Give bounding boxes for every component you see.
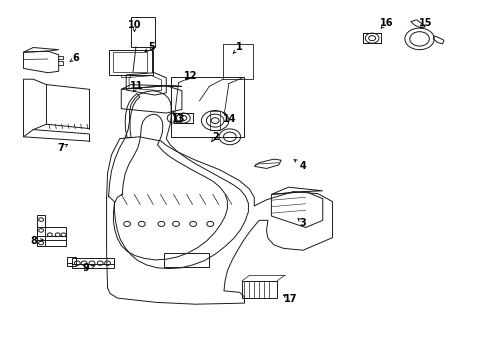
Text: 4: 4 — [299, 161, 306, 171]
Text: 8: 8 — [31, 236, 38, 246]
Text: 10: 10 — [127, 20, 141, 30]
Bar — [174, 113, 192, 123]
Bar — [131, 17, 154, 47]
Bar — [113, 52, 146, 72]
Text: 12: 12 — [183, 71, 197, 81]
Bar — [67, 257, 76, 266]
Text: 9: 9 — [82, 263, 89, 273]
Text: 5: 5 — [148, 42, 155, 52]
Text: 6: 6 — [72, 53, 79, 63]
Bar — [108, 50, 152, 75]
Bar — [210, 111, 220, 130]
Bar — [72, 258, 114, 268]
Text: 3: 3 — [299, 218, 306, 228]
Text: 15: 15 — [418, 18, 431, 28]
Bar — [37, 227, 66, 246]
Text: 1: 1 — [236, 42, 243, 52]
Text: 16: 16 — [379, 18, 392, 28]
Bar — [242, 281, 277, 298]
Bar — [223, 44, 253, 79]
Bar — [171, 77, 243, 137]
Bar — [362, 33, 381, 43]
Bar — [37, 215, 45, 246]
Text: 2: 2 — [211, 132, 218, 142]
Text: 14: 14 — [223, 114, 236, 124]
Text: 11: 11 — [130, 81, 143, 91]
Text: 17: 17 — [284, 294, 297, 304]
Text: 13: 13 — [171, 114, 185, 124]
Bar — [164, 253, 209, 267]
Text: 7: 7 — [58, 143, 64, 153]
